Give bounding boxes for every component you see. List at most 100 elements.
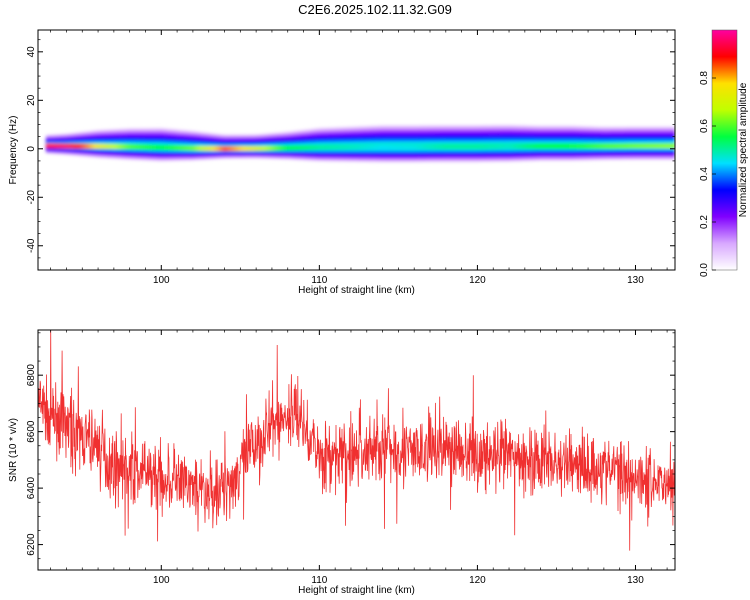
heatmap-core-cell xyxy=(427,144,432,150)
heatmap-core-cell xyxy=(81,143,86,149)
x-tick-label: 110 xyxy=(311,275,327,286)
heatmap-core-cell xyxy=(533,144,538,149)
heatmap-core-cell xyxy=(305,145,310,151)
snr-panel: 100 110 120 130 6200 6400 6600 6800 Height of s… xyxy=(8,329,676,596)
x-tick-label: 130 xyxy=(627,275,644,286)
heatmap-core-cell xyxy=(297,145,302,151)
heatmap-core-cell xyxy=(148,144,153,150)
heatmap-core-cell xyxy=(270,145,275,151)
heatmap-core-cell xyxy=(620,143,625,149)
x-tick-label: 100 xyxy=(153,575,170,586)
heatmap-core-cell xyxy=(329,145,334,150)
heatmap-core-cell xyxy=(183,145,188,151)
heatmap-core-cell xyxy=(376,144,381,150)
heatmap-core-cell xyxy=(104,144,110,149)
heatmap-core-cell xyxy=(423,144,428,150)
heatmap-core-cell xyxy=(635,143,641,149)
colorbar-label: Normalized spectral amplitude xyxy=(738,82,749,217)
heatmap-core-cell xyxy=(73,143,78,149)
heatmap-core-cell xyxy=(69,143,74,149)
y-tick-label: 0 xyxy=(26,146,37,152)
heatmap-core-cell xyxy=(179,145,185,151)
y-tick-label: 6400 xyxy=(26,477,37,500)
heatmap-core-cell xyxy=(85,143,90,149)
heatmap-core-cell xyxy=(207,146,212,151)
heatmap-core-cell xyxy=(509,144,515,149)
heatmap-core-cell xyxy=(128,144,133,150)
heatmap-core-cell xyxy=(490,144,495,150)
snr-ylabel: SNR (10 * v/v) xyxy=(8,418,19,482)
spectrogram-panel: 100 110 120 130 -40 -20 0 20 40 Height of straig… xyxy=(8,29,676,296)
heatmap-core-cell xyxy=(419,144,424,150)
x-tick-label: 120 xyxy=(469,575,486,586)
y-tick-label: -20 xyxy=(26,190,37,205)
heatmap-core-cell xyxy=(470,144,475,150)
heatmap-core-cell xyxy=(639,143,645,149)
y-tick-label: 6800 xyxy=(26,364,37,387)
spectrogram-xlabel: Height of straight line (km) xyxy=(298,285,415,296)
heatmap-core-cell xyxy=(274,145,279,151)
heatmap-core-cell xyxy=(616,143,621,149)
heatmap-core-cell xyxy=(557,143,562,149)
heatmap-core-cell xyxy=(93,143,98,149)
heatmap-core-cell xyxy=(238,146,244,151)
heatmap-core-cell xyxy=(494,144,499,150)
heatmap-core-cell xyxy=(372,144,377,150)
heatmap-core-cell xyxy=(167,145,173,151)
heatmap-core-cell xyxy=(388,144,393,150)
heatmap-core-cell xyxy=(203,146,208,151)
y-tick-label: -40 xyxy=(26,238,37,253)
snr-xlabel: Height of straight line (km) xyxy=(298,585,415,596)
heatmap-core-cell xyxy=(218,146,224,152)
heatmap-core-cell xyxy=(211,146,216,151)
heatmap-core-cell xyxy=(309,145,314,151)
snr-frame xyxy=(37,329,676,571)
heatmap-core-cell xyxy=(89,143,94,149)
heatmap-core-cell xyxy=(344,144,350,150)
colorbar-gradient xyxy=(712,30,737,270)
heatmap-core-cell xyxy=(482,144,487,150)
x-tick-label: 130 xyxy=(627,575,644,586)
heatmap-core-cell xyxy=(226,146,232,152)
heatmap-core-cell xyxy=(368,144,373,150)
heatmap-core-cell xyxy=(612,143,617,149)
heatmap-core-cell xyxy=(431,144,436,150)
heatmap-core-cell xyxy=(521,144,527,149)
heatmap-core-cell xyxy=(163,145,169,151)
heatmap-core-cell xyxy=(391,144,397,150)
spectrogram-ylabel: Frequency (Hz) xyxy=(8,116,19,185)
heatmap-core-cell xyxy=(348,144,354,150)
heatmap-core-cell xyxy=(608,143,613,149)
heatmap-core-cell xyxy=(97,144,102,149)
heatmap-core-cell xyxy=(144,144,149,150)
heatmap-core-cell xyxy=(643,143,648,149)
heatmap-core-cell xyxy=(124,144,129,150)
heatmap-core-cell xyxy=(631,143,637,149)
heatmap-core-cell xyxy=(152,145,157,150)
heatmap-core-cell xyxy=(100,144,106,149)
heatmap-core-cell xyxy=(568,143,574,149)
heatmap-core-cell xyxy=(561,143,566,149)
heatmap-core-cell xyxy=(596,143,601,149)
heatmap-core-cell xyxy=(399,144,405,150)
heatmap-core-cell xyxy=(246,146,251,151)
heatmap-core-cell xyxy=(250,146,255,151)
heatmap-core-cell xyxy=(580,143,586,149)
heatmap-core-cell xyxy=(317,145,322,150)
heatmap-core-cell xyxy=(600,143,605,149)
heatmap-core-cell xyxy=(45,143,51,149)
heatmap-core-cell xyxy=(647,143,652,149)
heatmap-core-cell xyxy=(549,143,554,149)
heatmap-core-cell xyxy=(140,144,145,150)
heatmap-core-cell xyxy=(529,144,534,149)
heatmap-core-cell xyxy=(384,144,389,150)
colorbar-tick-label: 0.0 xyxy=(699,263,710,277)
heatmap-core-cell xyxy=(313,145,318,150)
heatmap-core-cell xyxy=(513,144,519,149)
heatmap-core-cell xyxy=(132,144,137,150)
heatmap-core-cell xyxy=(604,143,609,149)
heatmap-core-cell xyxy=(230,146,236,152)
heatmap-core-cell xyxy=(454,144,460,150)
heatmap-core-cell xyxy=(321,145,326,150)
heatmap-core-cell xyxy=(281,145,287,151)
